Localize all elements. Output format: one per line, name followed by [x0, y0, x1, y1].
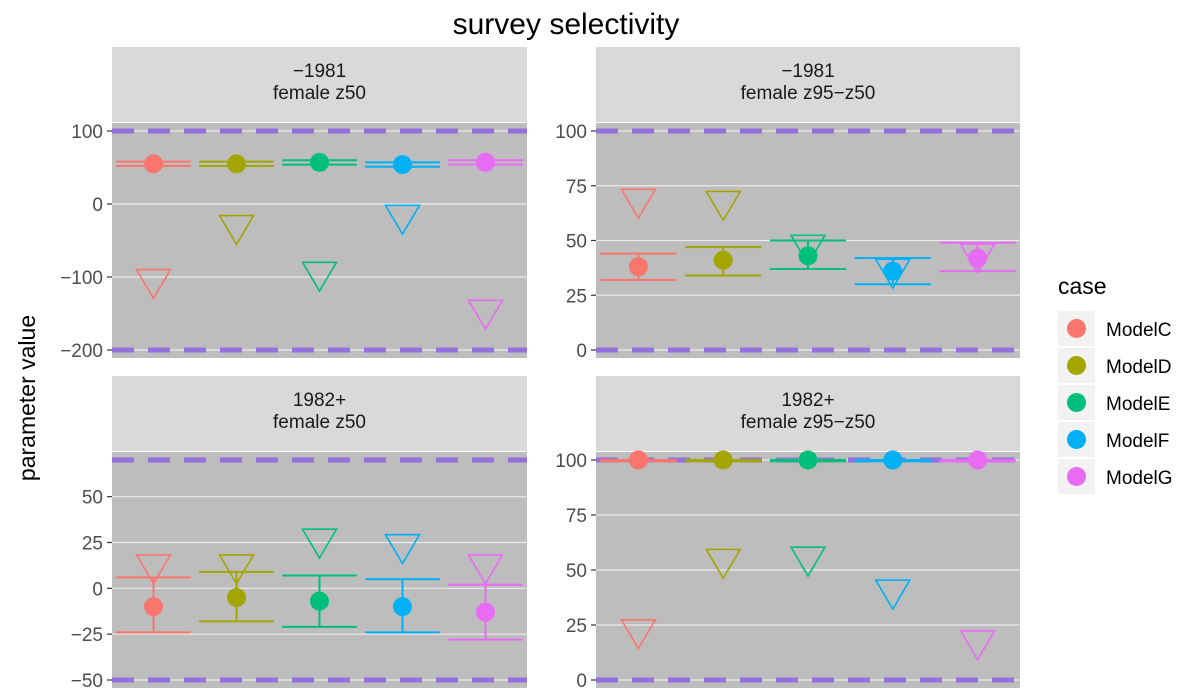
facet-strip-label: female z50: [273, 412, 366, 433]
estimate-point: [798, 246, 818, 266]
legend-symbol: [1067, 356, 1086, 375]
y-axis-title: parameter value: [14, 315, 40, 481]
initial-value-marker: [301, 528, 338, 560]
estimate-point: [144, 597, 163, 617]
legend: case ModelC ModelD ModelE ModelF ModelG: [1058, 273, 1173, 494]
y-tick-label: −100: [60, 268, 103, 289]
initial-value-marker: [301, 261, 338, 293]
estimate-point: [883, 261, 903, 281]
initial-value-marker: [384, 533, 421, 566]
legend-label: ModelC: [1106, 320, 1171, 341]
legend-symbol: [1067, 430, 1086, 449]
y-tick-label: −50: [71, 671, 103, 692]
estimate-point: [393, 155, 412, 175]
estimate-point: [144, 154, 163, 174]
y-tick-label: 25: [566, 286, 587, 307]
y-tick-label: 0: [576, 671, 587, 692]
initial-value-marker: [384, 204, 421, 236]
panel-background: [112, 452, 527, 688]
y-tick-label: 100: [71, 122, 103, 143]
facet-strip-label: −1981: [781, 61, 834, 82]
initial-value-marker: [467, 299, 504, 331]
initial-value-marker: [959, 243, 997, 275]
chart-title: survey selectivity: [453, 8, 680, 41]
y-tick-label: −200: [60, 341, 103, 362]
y-tick-label: 100: [555, 451, 587, 472]
initial-value-marker: [874, 579, 912, 611]
initial-value-marker: [218, 554, 255, 586]
facet-strip: [596, 376, 1020, 451]
legend-symbol: [1067, 319, 1086, 338]
estimate-point: [227, 154, 246, 174]
legend-symbol: [1067, 467, 1086, 486]
y-tick-label: 75: [566, 177, 587, 198]
legend-symbol: [1067, 393, 1086, 412]
facet-strip-label: female z95−z50: [741, 412, 876, 433]
y-tick-label: 25: [82, 534, 103, 555]
y-tick-label: 25: [566, 616, 587, 637]
facet-strip-label: 1982+: [781, 390, 834, 411]
initial-value-marker: [619, 618, 657, 651]
facet-strip: [112, 47, 527, 122]
estimate-point: [798, 450, 818, 470]
estimate-point: [968, 248, 988, 268]
initial-value-marker: [467, 554, 504, 586]
facet-strip-label: female z50: [273, 83, 366, 104]
legend-title: case: [1058, 273, 1107, 299]
y-tick-label: 50: [82, 488, 103, 509]
facet-strip-label: 1982+: [293, 390, 346, 411]
estimate-point: [883, 450, 903, 470]
estimate-point: [310, 152, 329, 172]
estimate-point: [393, 597, 412, 617]
initial-value-marker: [619, 188, 657, 220]
initial-value-marker: [874, 258, 912, 290]
legend-label: ModelD: [1106, 357, 1171, 378]
y-tick-label: 0: [92, 195, 103, 216]
initial-value-marker: [789, 234, 827, 266]
y-tick-label: 50: [566, 232, 587, 253]
y-tick-label: −25: [71, 625, 103, 646]
estimate-point: [227, 588, 246, 607]
initial-value-marker: [704, 190, 742, 222]
y-tick-label: 50: [566, 561, 587, 582]
facet-strip-label: female z95−z50: [741, 83, 876, 104]
initial-value-marker: [959, 629, 997, 662]
facet-strip-label: −1981: [293, 61, 346, 82]
legend-label: ModelF: [1106, 431, 1169, 452]
estimate-point: [628, 257, 648, 277]
facet-panel: 1982+female z95−z50 100 75 50 25 0: [555, 376, 1020, 692]
y-tick-label: 0: [576, 341, 587, 362]
estimate-point: [310, 591, 329, 611]
estimate-point: [628, 450, 648, 470]
y-tick-label: 0: [92, 579, 103, 600]
facet-strip: [596, 47, 1020, 122]
facet-strip: [112, 376, 527, 451]
initial-value-marker: [704, 548, 742, 580]
initial-value-marker: [135, 268, 172, 300]
y-tick-label: 100: [555, 122, 587, 143]
facet-panel: 1982+female z50 50 25 0 −25 −50: [71, 376, 527, 692]
initial-value-marker: [218, 214, 255, 246]
estimate-point: [713, 450, 733, 470]
estimate-point: [968, 450, 988, 470]
estimate-point: [476, 152, 495, 172]
legend-items: ModelC ModelD ModelE ModelF ModelG: [1058, 311, 1173, 494]
initial-value-marker: [789, 546, 827, 578]
initial-value-marker: [135, 554, 172, 586]
estimate-point: [476, 602, 495, 622]
legend-label: ModelE: [1106, 394, 1170, 415]
legend-label: ModelG: [1106, 468, 1173, 489]
y-tick-label: 75: [566, 506, 587, 527]
estimate-point: [713, 250, 733, 270]
